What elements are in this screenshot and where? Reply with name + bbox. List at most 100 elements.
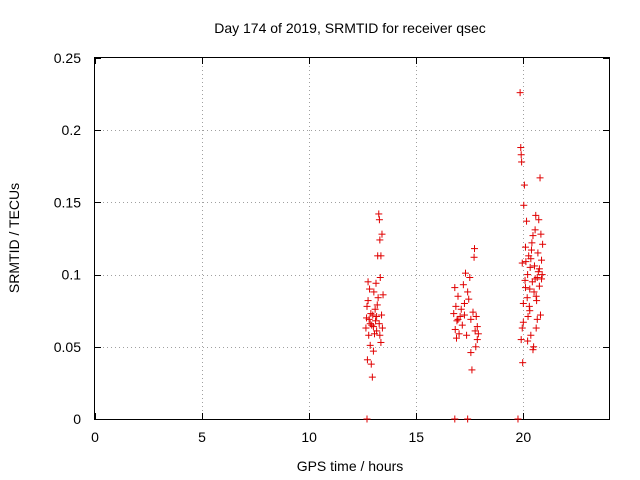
data-point [527,246,535,254]
data-point [519,318,527,326]
data-point [377,338,385,346]
x-tick-label: 5 [198,429,206,445]
data-point [533,315,541,323]
data-point [463,331,471,339]
data-point [376,331,384,339]
data-point [366,285,374,293]
data-point [363,415,371,423]
data-point [454,315,462,323]
data-points [362,89,547,423]
data-point [531,275,539,283]
data-point [534,268,542,276]
data-point [534,249,542,257]
data-point [371,305,379,313]
grid-lines [95,58,609,419]
data-point [532,292,540,300]
data-point [373,301,381,309]
data-point [518,158,526,166]
data-point [460,311,468,319]
data-point [363,356,371,364]
data-point [535,216,543,224]
data-point [364,278,372,286]
data-point [520,201,528,209]
data-point [519,299,527,307]
x-tick-label: 10 [301,429,317,445]
data-point [536,311,544,319]
data-point [527,331,535,339]
data-point [369,311,377,319]
data-point [377,252,385,260]
data-point [514,415,522,423]
data-point [464,415,472,423]
data-point [535,265,543,273]
data-point [451,415,459,423]
data-point [518,324,526,332]
plot-frame [94,57,610,420]
data-point [373,312,381,320]
data-point [378,311,386,319]
tick-labels: 0 5 10 15 20 0 0.05 0.1 0.15 0.2 0.25 [54,50,532,445]
data-point [378,230,386,238]
data-point [538,256,546,264]
data-point [469,308,477,316]
data-point [367,360,375,368]
data-point [468,366,476,374]
data-point [529,232,537,240]
x-axis-label: GPS time / hours [297,458,404,474]
data-point [373,327,381,335]
data-point [526,307,534,315]
y-tick-label: 0.1 [62,267,82,283]
data-point [539,240,547,248]
axis-ticks [95,58,609,420]
data-point [532,211,540,219]
data-point [376,273,384,281]
data-point [523,294,531,302]
data-point [462,269,470,277]
data-point [376,236,384,244]
y-tick-label: 0.15 [54,194,81,210]
data-point [467,349,475,357]
data-point [521,284,529,292]
data-point [465,295,473,303]
data-point [458,321,466,329]
data-point [464,288,472,296]
data-point [375,216,383,224]
data-point [528,239,536,247]
data-point [467,315,475,323]
data-point [362,324,370,332]
data-point [460,299,468,307]
x-tick-label: 0 [91,429,99,445]
data-point [531,226,539,234]
data-point [471,245,479,253]
data-point [459,281,467,289]
data-point [516,89,524,97]
data-point [369,347,377,355]
data-point [472,312,480,320]
data-point [524,337,532,345]
data-point [375,210,383,218]
x-tick-label: 15 [408,429,424,445]
data-point [369,323,377,331]
data-point [455,330,463,338]
data-point [452,302,460,310]
data-point [526,285,534,293]
x-tick-label: 20 [516,429,532,445]
data-point [527,255,535,263]
data-point [472,343,480,351]
y-tick-label: 0.2 [62,122,82,138]
data-point [474,330,482,338]
data-point [363,302,371,310]
data-point [366,341,374,349]
data-point [518,259,526,267]
data-point [364,297,372,305]
data-point [374,294,382,302]
data-point [536,174,544,182]
data-point [368,321,376,329]
data-point [535,282,543,290]
data-point [530,262,538,270]
data-point [453,334,461,342]
data-point [365,331,373,339]
y-tick-label: 0.05 [54,339,81,355]
data-point [538,275,546,283]
